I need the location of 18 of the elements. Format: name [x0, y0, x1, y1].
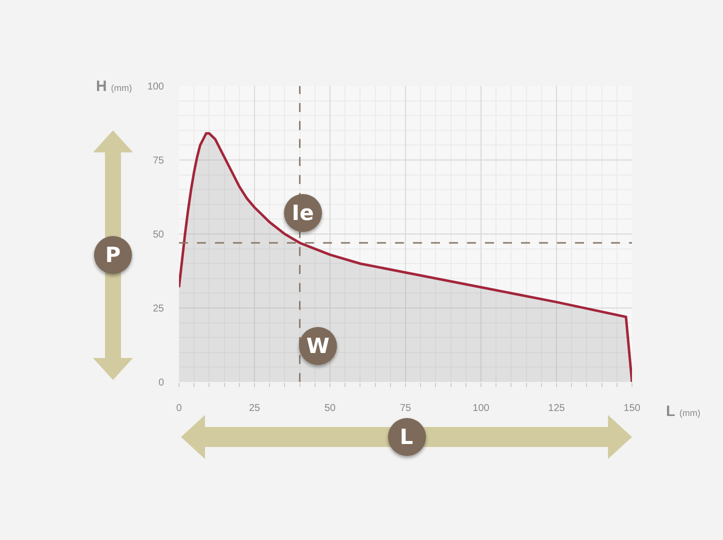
- annotation: W: [298, 327, 337, 366]
- x-tick-label: 50: [324, 403, 336, 414]
- y-tick-label: 100: [147, 82, 164, 92]
- y-tick-label: 50: [152, 230, 164, 240]
- x-tick-label: 100: [472, 403, 490, 414]
- annotation: Ie: [284, 194, 322, 232]
- y-tick-label: 25: [152, 304, 164, 314]
- x-tick-label: 75: [400, 403, 412, 414]
- text: P: [94, 236, 132, 274]
- x-axis-title: L (mm): [666, 403, 700, 420]
- text: L: [388, 418, 426, 456]
- y-tick-label: 75: [152, 156, 164, 166]
- x-tick-label: 0: [176, 403, 182, 414]
- x-tick-label: 125: [548, 403, 566, 414]
- y-tick-label: 0: [158, 378, 164, 388]
- x-tick-label: 150: [624, 403, 641, 414]
- y-axis-title: H (mm): [96, 78, 132, 95]
- x-tick-label: 25: [248, 403, 260, 414]
